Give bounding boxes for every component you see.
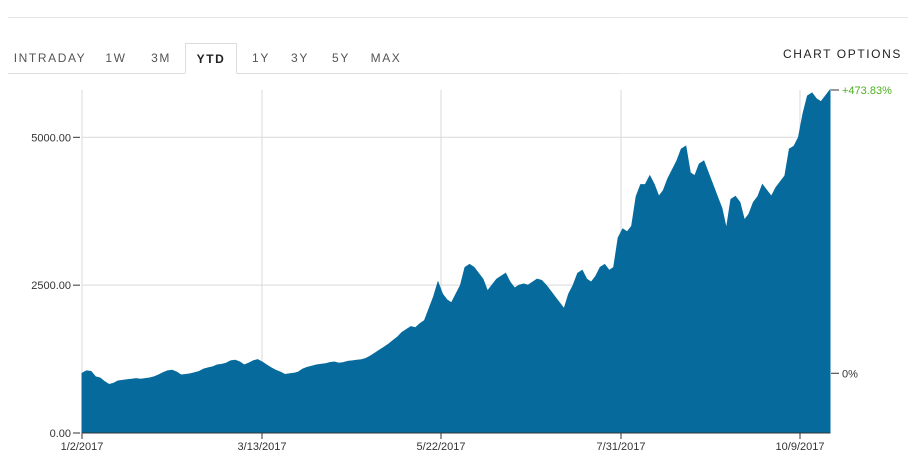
time-range-tabs: INTRADAY 1W 3M YTD 1Y 3Y 5Y MAX (8, 43, 620, 74)
tab-3m[interactable]: 3M (151, 51, 171, 65)
tab-1w[interactable]: 1W (105, 51, 127, 65)
x-tick-label: 3/13/2017 (238, 441, 287, 453)
tab-ytd[interactable]: YTD (185, 43, 237, 74)
tab-1y[interactable]: 1Y (252, 51, 270, 65)
y-tick-label: 0.00 (50, 428, 71, 440)
tab-intraday[interactable]: INTRADAY (13, 51, 87, 65)
y-tick-label: 5000.00 (31, 132, 71, 144)
right-axis-percent-label: 0% (842, 368, 858, 380)
tab-max[interactable]: MAX (370, 51, 402, 65)
y-tick-label: 2500.00 (31, 280, 71, 292)
price-area-series (81, 88, 831, 434)
tab-5y[interactable]: 5Y (332, 51, 350, 65)
x-tick-label: 7/31/2017 (597, 441, 646, 453)
x-tick-label: 10/9/2017 (776, 441, 825, 453)
x-tick-label: 5/22/2017 (417, 441, 466, 453)
tab-3y[interactable]: 3Y (291, 51, 309, 65)
options-divider (619, 73, 908, 74)
top-divider (8, 17, 908, 18)
chart-options-button[interactable]: CHART OPTIONS (782, 47, 902, 61)
right-axis-percent-label: +473.83% (842, 85, 892, 97)
x-tick-label: 1/2/2017 (61, 441, 104, 453)
